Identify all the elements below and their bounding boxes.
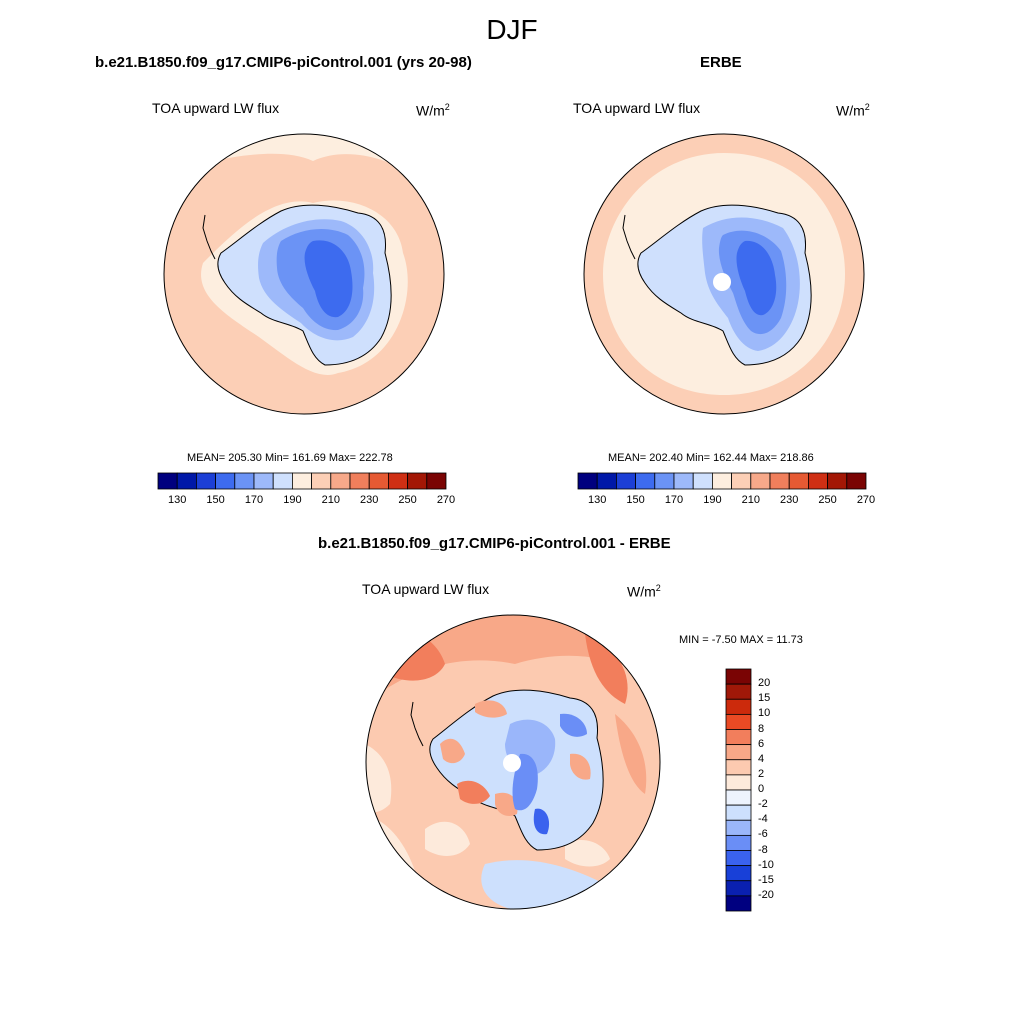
colorbar-tick-label: 250: [818, 494, 837, 506]
colorbar-swatch: [654, 472, 675, 490]
colorbar-swatch: [616, 472, 637, 490]
colorbar-tick-label: 230: [360, 494, 379, 506]
colorbar-tick-label: 170: [244, 494, 264, 506]
colorbar-tick-label: 20: [758, 677, 771, 690]
colorbar-swatch: [330, 472, 351, 490]
colorbar-tick-label: 210: [321, 494, 340, 506]
colorbar-tick-label: 170: [664, 494, 684, 506]
colorbar-swatch: [725, 819, 752, 836]
colorbar-swatch: [407, 472, 428, 490]
colorbar-swatch: [731, 472, 752, 490]
colorbar-swatch: [596, 472, 617, 490]
obs-panel-title: ERBE: [700, 54, 742, 71]
colorbar-swatch: [788, 472, 809, 490]
colorbar-tick-label: 2: [758, 767, 765, 780]
colorbar-swatch: [725, 850, 752, 867]
colorbar-swatch: [253, 472, 274, 490]
colorbar-swatch: [725, 895, 752, 912]
colorbar-swatch: [807, 472, 828, 490]
diff-panel-title: b.e21.B1850.f09_g17.CMIP6-piControl.001 …: [318, 535, 671, 552]
obs-colorbar: [577, 472, 867, 490]
colorbar-swatch: [272, 472, 293, 490]
colorbar-swatch: [725, 698, 752, 715]
obs-polar-map: [583, 133, 865, 415]
colorbar-swatch: [673, 472, 694, 490]
colorbar-tick-label: 250: [398, 494, 417, 506]
colorbar-swatch: [827, 472, 848, 490]
colorbar-swatch: [725, 834, 752, 851]
colorbar-swatch: [725, 668, 752, 685]
colorbar-tick-label: 10: [758, 707, 771, 720]
colorbar-swatch: [157, 472, 178, 490]
colorbar-tick-label: 230: [780, 494, 799, 506]
colorbar-swatch: [291, 472, 312, 490]
colorbar-swatch: [635, 472, 656, 490]
colorbar-swatch: [769, 472, 790, 490]
colorbar-tick-label: -8: [758, 843, 768, 856]
colorbar-tick-label: -10: [758, 858, 774, 871]
colorbar-tick-label: 0: [758, 783, 765, 795]
colorbar-swatch: [426, 472, 447, 490]
colorbar-tick-label: 210: [741, 494, 760, 506]
colorbar-swatch: [725, 880, 752, 897]
colorbar-swatch: [725, 804, 752, 821]
model-panel-title: b.e21.B1850.f09_g17.CMIP6-piControl.001 …: [95, 54, 472, 71]
colorbar-swatch: [176, 472, 197, 490]
colorbar-swatch: [725, 729, 752, 746]
colorbar-tick-label: 150: [206, 494, 225, 506]
model-polar-map: [163, 133, 445, 415]
diff-variable-label: TOA upward LW flux: [362, 581, 490, 597]
colorbar-tick-label: 270: [436, 494, 456, 506]
diff-units-label: W/m2: [627, 583, 661, 600]
colorbar-swatch: [750, 472, 771, 490]
colorbar-swatch: [349, 472, 370, 490]
colorbar-swatch: [725, 683, 752, 700]
colorbar-swatch: [692, 472, 713, 490]
colorbar-swatch: [725, 744, 752, 761]
colorbar-tick-label: 130: [588, 494, 607, 506]
colorbar-swatch: [725, 774, 752, 791]
model-variable-label: TOA upward LW flux: [152, 100, 280, 116]
colorbar-tick-label: -4: [758, 813, 768, 826]
colorbar-tick-label: -20: [758, 888, 774, 901]
model-stats-text: MEAN= 205.30 Min= 161.69 Max= 222.78: [187, 452, 393, 464]
colorbar-swatch: [196, 472, 217, 490]
obs-variable-label: TOA upward LW flux: [573, 100, 701, 116]
colorbar-tick-label: -2: [758, 798, 768, 811]
colorbar-tick-label: -6: [758, 828, 768, 841]
colorbar-swatch: [725, 759, 752, 776]
colorbar-swatch: [846, 472, 867, 490]
colorbar-swatch: [725, 865, 752, 882]
obs-units-label: W/m2: [836, 102, 870, 119]
diff-stats-text: MIN = -7.50 MAX = 11.73: [679, 634, 803, 646]
colorbar-tick-label: -15: [758, 873, 774, 886]
colorbar-swatch: [711, 472, 732, 490]
colorbar-swatch: [368, 472, 389, 490]
colorbar-swatch: [234, 472, 255, 490]
model-colorbar: [157, 472, 447, 490]
season-title: DJF: [486, 14, 538, 45]
diff-colorbar: [725, 668, 752, 912]
colorbar-tick-label: 6: [758, 737, 765, 750]
colorbar-swatch: [577, 472, 598, 490]
colorbar-tick-label: 150: [626, 494, 645, 506]
colorbar-swatch: [311, 472, 332, 490]
colorbar-tick-label: 270: [856, 494, 876, 506]
colorbar-swatch: [725, 789, 752, 806]
colorbar-tick-label: 8: [758, 722, 765, 735]
colorbar-swatch: [387, 472, 408, 490]
colorbar-tick-label: 190: [283, 494, 302, 506]
colorbar-tick-label: 190: [703, 494, 722, 506]
model-units-label: W/m2: [416, 102, 450, 119]
obs-stats-text: MEAN= 202.40 Min= 162.44 Max= 218.86: [608, 452, 814, 464]
colorbar-tick-label: 15: [758, 692, 771, 705]
colorbar-tick-label: 4: [758, 752, 765, 765]
colorbar-tick-label: 130: [168, 494, 187, 506]
diff-polar-map: [365, 614, 661, 910]
colorbar-swatch: [725, 713, 752, 730]
colorbar-swatch: [215, 472, 236, 490]
